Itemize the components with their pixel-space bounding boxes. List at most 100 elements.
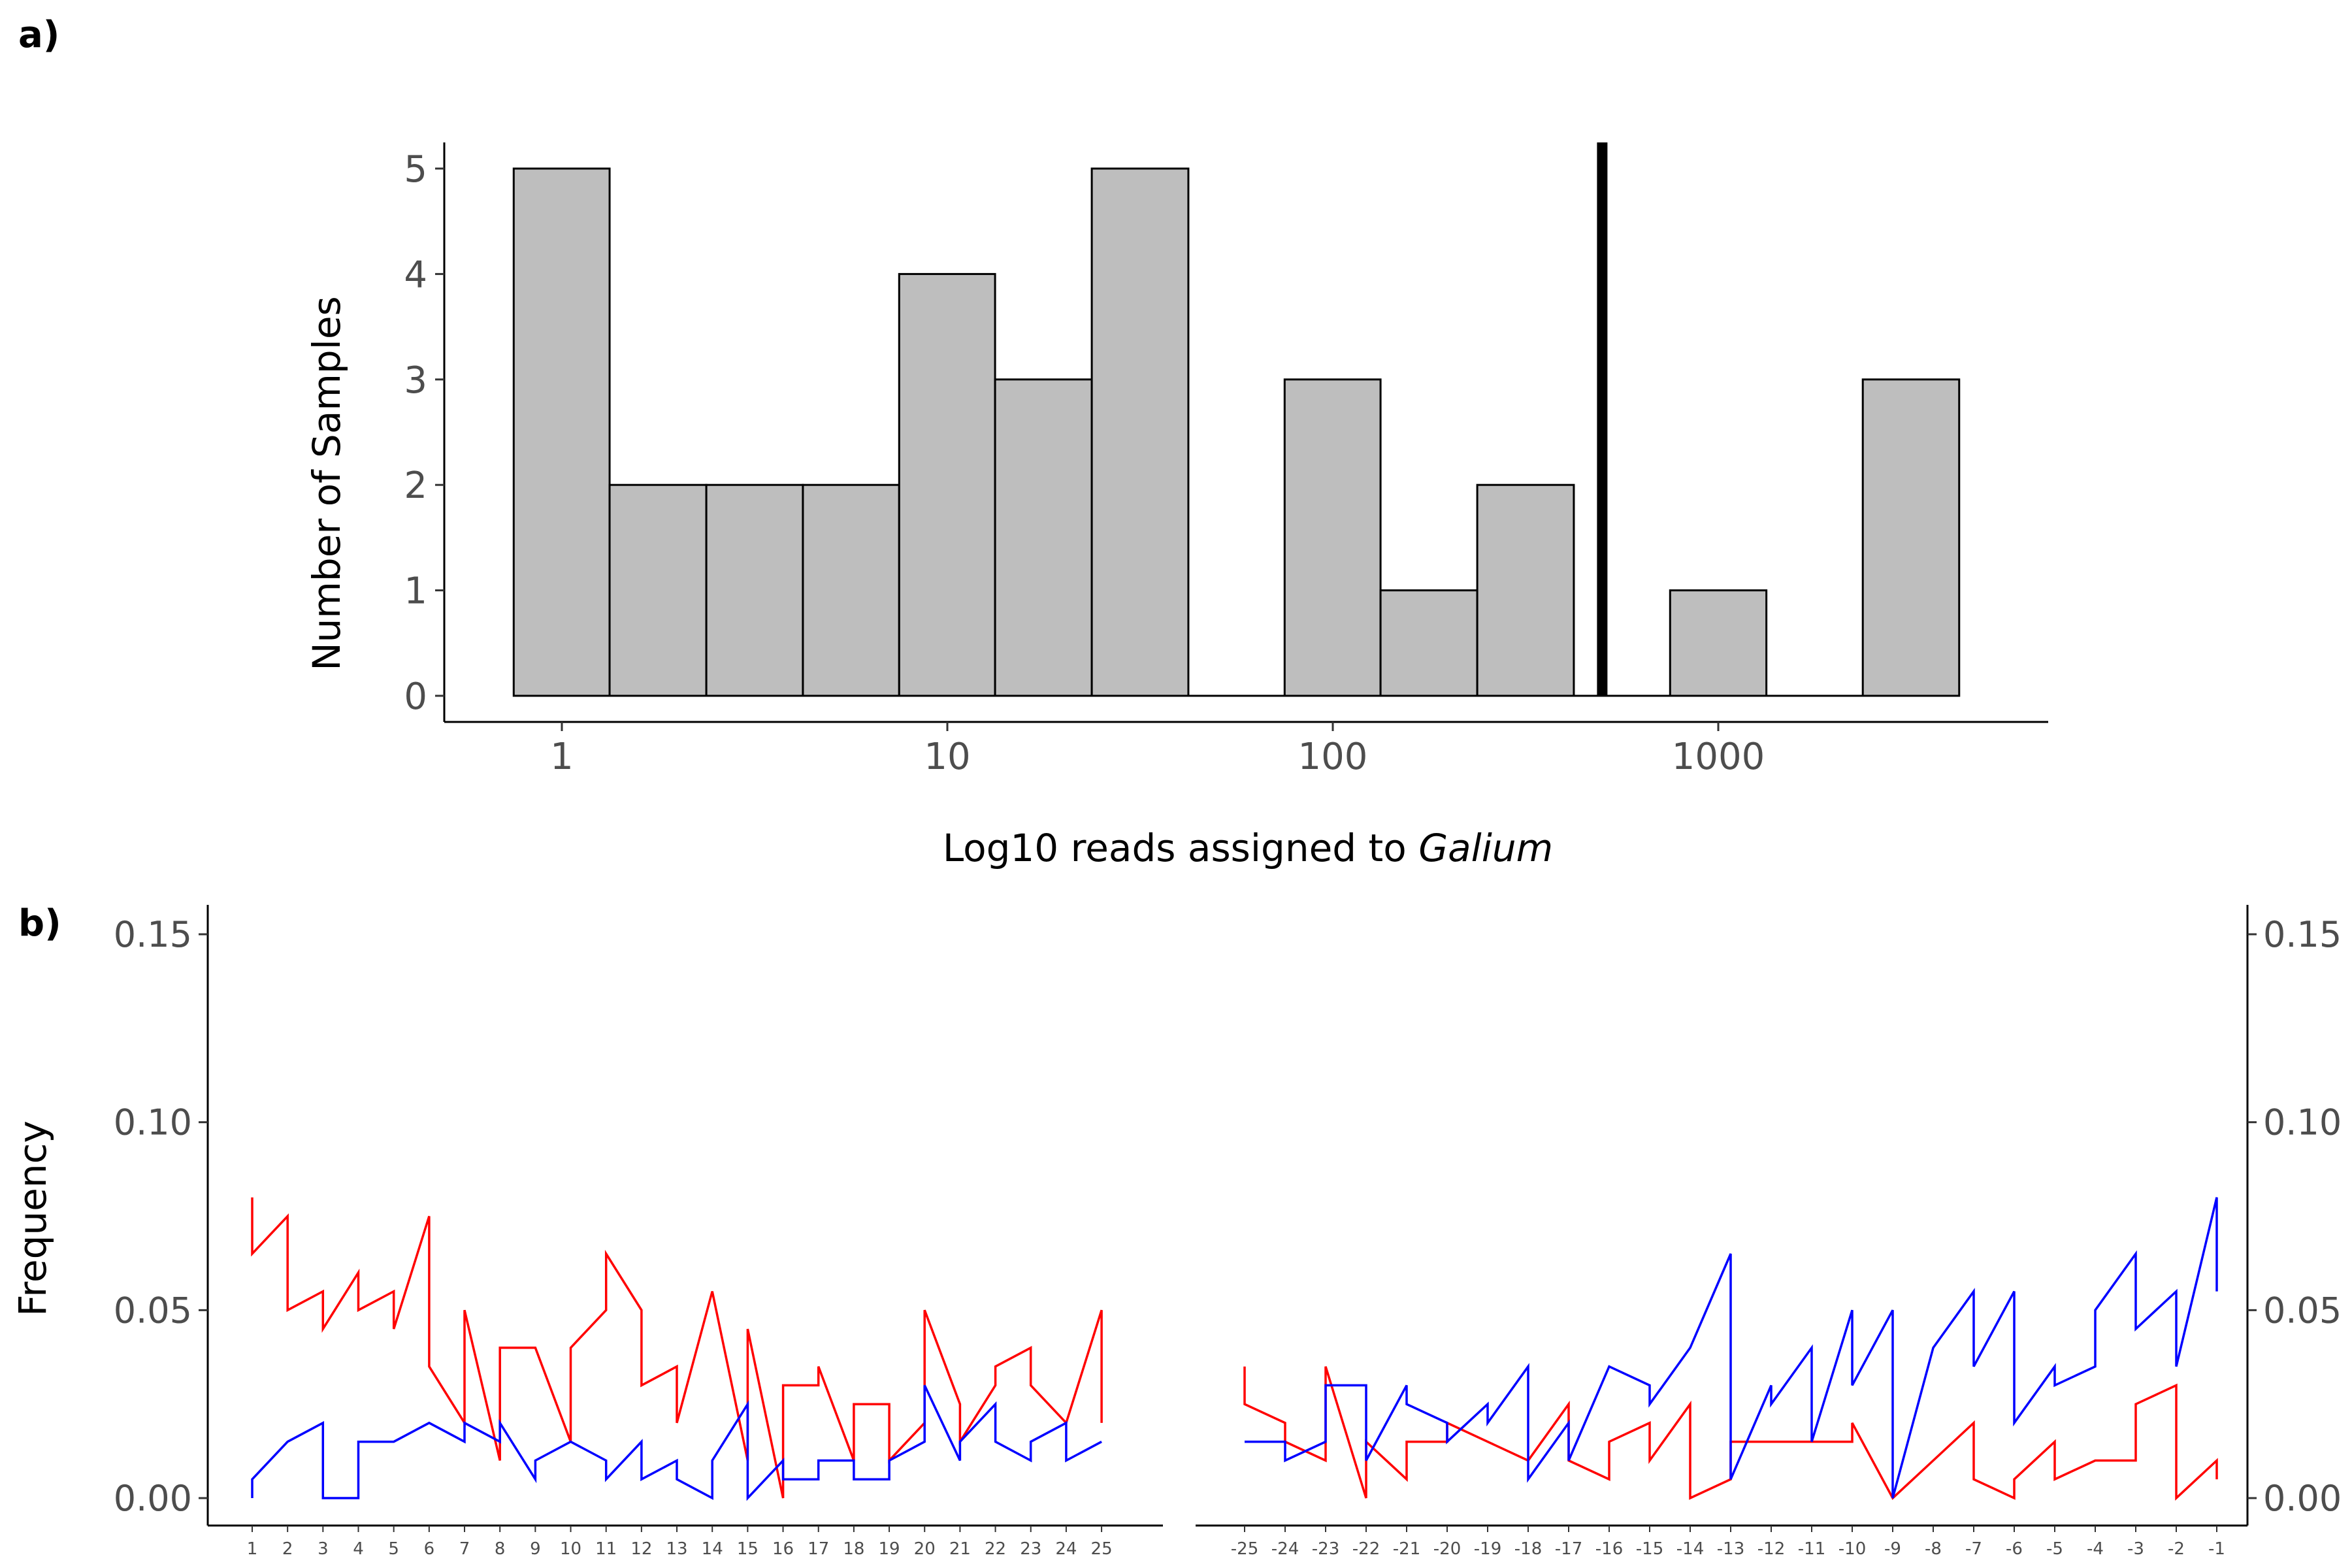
frequency-right-y-ticks: 0.00 0.05 0.10 0.15 <box>2247 914 2342 1519</box>
histogram-x-axis-title-italic: Galium <box>1418 826 1553 870</box>
histogram-y-tick-label: 0 <box>404 676 427 718</box>
histogram-y-tick-label: 5 <box>404 148 427 191</box>
frequency-x-tick-label-reverse: -1 <box>2208 1539 2225 1559</box>
frequency-x-tick-label-forward: 24 <box>1055 1539 1077 1559</box>
frequency-x-tick-label-reverse: -20 <box>1433 1539 1461 1559</box>
frequency-x-tick-label-forward: 13 <box>666 1539 687 1559</box>
frequency-x-tick-label-reverse: -6 <box>2006 1539 2023 1559</box>
frequency-x-tick-label-reverse: -11 <box>1798 1539 1825 1559</box>
frequency-x-tick-label-reverse: -19 <box>1474 1539 1501 1559</box>
frequency-right-y-tick-label: 0.05 <box>2263 1290 2342 1331</box>
frequency-x-tick-label-forward: 25 <box>1091 1539 1113 1559</box>
frequency-y-axis-title: Frequency <box>10 1120 55 1316</box>
histogram-bar-15 <box>1861 378 1961 697</box>
frequency-line-reverse-blue <box>1245 1197 2218 1499</box>
frequency-x-tick-label-forward: 18 <box>843 1539 864 1559</box>
frequency-x-tick-label-forward: 10 <box>560 1539 581 1559</box>
histogram-x-tick-label: 100 <box>1298 736 1368 778</box>
frequency-x-tick-label-forward: 4 <box>353 1539 364 1559</box>
frequency-x-tick-label-reverse: -24 <box>1271 1539 1299 1559</box>
histogram-x-ticks: 1 10 100 1000 <box>550 722 1765 778</box>
frequency-x-tick-label-forward: 16 <box>772 1539 794 1559</box>
histogram-bar-3 <box>705 483 804 697</box>
frequency-x-tick-label-forward: 12 <box>630 1539 652 1559</box>
frequency-x-tick-label-forward: 20 <box>914 1539 936 1559</box>
histogram-y-axis-title: Number of Samples <box>304 296 349 670</box>
frequency-x-tick-label-forward: 7 <box>459 1539 470 1559</box>
histogram-x-axis-title: Log10 reads assigned to Galium <box>943 826 1553 870</box>
frequency-x-tick-label-reverse: -5 <box>2046 1539 2063 1559</box>
frequency-x-tick-label-reverse: -12 <box>1757 1539 1785 1559</box>
frequency-x-tick-label-reverse: -15 <box>1636 1539 1663 1559</box>
histogram-bar-4 <box>802 483 900 697</box>
frequency-right-y-tick-label: 0.10 <box>2263 1102 2342 1143</box>
frequency-x-tick-label-reverse: -8 <box>1925 1539 1942 1559</box>
frequency-x-tick-label-forward: 6 <box>424 1539 435 1559</box>
histogram-bar-11 <box>1476 483 1575 697</box>
histogram-bar-10 <box>1379 589 1478 697</box>
frequency-x-tick-label-reverse: -3 <box>2127 1539 2144 1559</box>
frequency-x-tick-label-forward: 15 <box>737 1539 759 1559</box>
histogram-bar-7 <box>1090 167 1190 697</box>
frequency-x-tick-label-forward: 3 <box>318 1539 329 1559</box>
frequency-x-tick-label-reverse: -10 <box>1838 1539 1866 1559</box>
frequency-x-tick-label-forward: 17 <box>808 1539 829 1559</box>
frequency-x-tick-label-reverse: -18 <box>1514 1539 1542 1559</box>
histogram-y-tick-label: 2 <box>404 465 427 507</box>
histogram-bar-13 <box>1669 589 1768 697</box>
frequency-axes <box>206 905 2249 1527</box>
panel-b-label: b) <box>18 902 61 945</box>
frequency-x-tick-label-forward: 9 <box>530 1539 541 1559</box>
frequency-x-tick-label-forward: 11 <box>595 1539 617 1559</box>
frequency-left-y-tick-label: 0.15 <box>114 914 192 955</box>
frequency-lines <box>251 1197 2218 1501</box>
panel-a-label: a) <box>18 14 59 56</box>
frequency-left-y-tick-label: 0.10 <box>114 1102 192 1143</box>
frequency-x-tick-label-reverse: -16 <box>1595 1539 1623 1559</box>
histogram-x-tick-label: 1 <box>550 736 574 778</box>
frequency-x-tick-label-reverse: -25 <box>1231 1539 1258 1559</box>
frequency-x-tick-label-forward: 5 <box>388 1539 399 1559</box>
frequency-left-y-tick-label: 0.05 <box>114 1290 192 1331</box>
histogram-y-ticks: 0 1 2 3 4 5 <box>404 148 444 718</box>
histogram-bar-1 <box>512 167 611 697</box>
frequency-right-y-tick-label: 0.00 <box>2263 1478 2342 1519</box>
histogram-x-tick-label: 1000 <box>1672 736 1765 778</box>
histogram-y-tick-label: 3 <box>404 359 427 402</box>
frequency-left-y-tick-label: 0.00 <box>114 1478 192 1519</box>
frequency-x-tick-label-reverse: -17 <box>1555 1539 1582 1559</box>
histogram-axes <box>443 142 2048 723</box>
frequency-x-tick-label-reverse: -14 <box>1676 1539 1704 1559</box>
frequency-x-tick-label-reverse: -13 <box>1717 1539 1744 1559</box>
frequency-line-forward-blue <box>251 1384 1102 1501</box>
frequency-x-tick-label-forward: 19 <box>879 1539 900 1559</box>
histogram-x-axis-title-prefix: Log10 reads assigned to <box>943 826 1418 870</box>
histogram-bar-5 <box>898 272 996 697</box>
histogram-bar-2 <box>608 483 708 697</box>
frequency-x-tick-label-reverse: -21 <box>1393 1539 1420 1559</box>
frequency-x-tick-label-forward: 1 <box>247 1539 258 1559</box>
histogram-y-tick-label: 1 <box>404 570 427 613</box>
frequency-x-tick-label-reverse: -7 <box>1965 1539 1982 1559</box>
frequency-left-y-ticks: 0.00 0.05 0.10 0.15 <box>114 914 208 1519</box>
histogram-x-tick-label: 10 <box>924 736 970 778</box>
frequency-line-forward-red <box>251 1197 1103 1499</box>
frequency-x-tick-label-reverse: -23 <box>1312 1539 1339 1559</box>
frequency-x-ticks-forward: 1 2 3 4 5 6 7 8 9 10 11 12 13 14 15 16 17 18 19 20 21 22 23 24 2… <box>247 1526 1113 1559</box>
frequency-x-tick-label-reverse: -2 <box>2168 1539 2185 1559</box>
frequency-x-tick-label-forward: 2 <box>282 1539 293 1559</box>
frequency-x-tick-label-forward: 22 <box>985 1539 1006 1559</box>
frequency-x-tick-label-reverse: -4 <box>2087 1539 2104 1559</box>
frequency-x-tick-label-forward: 8 <box>495 1539 506 1559</box>
histogram-bar-6 <box>994 378 1093 697</box>
frequency-x-tick-label-forward: 21 <box>949 1539 971 1559</box>
frequency-x-tick-label-forward: 23 <box>1020 1539 1041 1559</box>
histogram-y-tick-label: 4 <box>404 253 427 296</box>
frequency-x-ticks-reverse: -25 -24 -23 -22 -21 -20 -19 -18 -17 -16 -15 -14 -13-… <box>1231 1526 2225 1559</box>
frequency-right-y-tick-label: 0.15 <box>2263 914 2342 955</box>
frequency-x-tick-label-reverse: -9 <box>1884 1539 1901 1559</box>
histogram-bars <box>512 142 1961 697</box>
frequency-x-tick-label-forward: 14 <box>702 1539 723 1559</box>
